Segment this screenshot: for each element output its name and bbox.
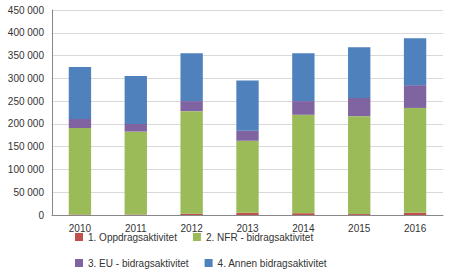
svg-text:100 000: 100 000 xyxy=(8,164,45,175)
svg-text:2016: 2016 xyxy=(404,223,427,234)
svg-text:1. Oppdragsaktivitet: 1. Oppdragsaktivitet xyxy=(88,232,177,243)
svg-text:2. NFR - bidragsaktivitet: 2. NFR - bidragsaktivitet xyxy=(206,232,313,243)
svg-text:350 000: 350 000 xyxy=(8,50,45,61)
svg-text:250 000: 250 000 xyxy=(8,96,45,107)
svg-text:450 000: 450 000 xyxy=(8,5,45,16)
svg-text:200 000: 200 000 xyxy=(8,118,45,129)
svg-text:2013: 2013 xyxy=(236,222,259,234)
svg-text:400 000: 400 000 xyxy=(8,27,45,38)
svg-text:2010: 2010 xyxy=(68,222,92,234)
svg-text:300 000: 300 000 xyxy=(8,73,45,84)
svg-text:2012: 2012 xyxy=(181,223,204,234)
svg-text:50 000: 50 000 xyxy=(13,187,44,198)
svg-text:0: 0 xyxy=(38,210,44,221)
svg-text:2015: 2015 xyxy=(348,223,371,234)
svg-text:3. EU - bidragsaktivitet: 3. EU - bidragsaktivitet xyxy=(88,258,189,269)
svg-text:2011: 2011 xyxy=(125,222,147,234)
svg-text:150 000: 150 000 xyxy=(8,141,45,152)
svg-text:2014: 2014 xyxy=(292,222,315,234)
svg-text:4. Annen bidragsaktivitet: 4. Annen bidragsaktivitet xyxy=(218,258,327,269)
